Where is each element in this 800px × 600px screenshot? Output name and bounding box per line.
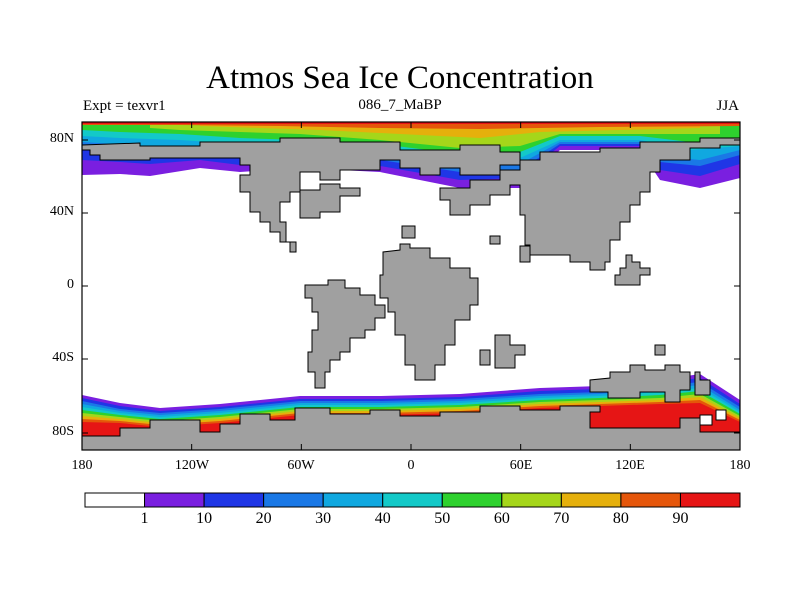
colorbar-label-30: 30 [315, 510, 332, 527]
colorbar-box-10 [679, 492, 741, 508]
colorbar-label-70: 70 [553, 510, 570, 527]
lon-label-180w: 180 [71, 458, 93, 473]
lat-label-40s: 40S [52, 350, 74, 365]
lon-label-60e: 60E [509, 458, 533, 473]
colorbar-label-90: 90 [672, 510, 689, 527]
lat-label-0: 0 [67, 277, 74, 292]
land-masses [82, 137, 740, 450]
colorbar-box-5 [382, 492, 443, 508]
small-island-2 [489, 235, 501, 245]
lon-label-0: 0 [407, 458, 415, 473]
eurasia [439, 137, 740, 271]
madagascar [479, 349, 491, 366]
north-america [82, 137, 521, 253]
small-island-3 [519, 245, 531, 263]
new-zealand [694, 371, 711, 396]
arabia-fragment [494, 334, 526, 369]
colorbar-box-6 [441, 492, 503, 508]
colorbar-box-9 [620, 492, 681, 508]
map-plot-area [82, 122, 740, 450]
lat-label-40n: 40N [49, 204, 74, 219]
colorbar-label-10: 10 [196, 510, 213, 527]
colorbar-box-7 [501, 492, 562, 508]
colorbar-label-20: 20 [255, 510, 272, 527]
colorbar-box-8 [560, 492, 622, 508]
colorbar-box-3 [263, 492, 324, 508]
small-island-4 [654, 344, 666, 356]
lon-label-120e: 120E [615, 458, 645, 473]
open-water-patches [699, 409, 727, 426]
colorbar-box-0 [84, 492, 146, 508]
colorbar-box-1 [144, 492, 205, 508]
lon-label-60w: 60W [287, 458, 315, 473]
antarctica [82, 405, 740, 450]
colorbar-label-80: 80 [612, 510, 629, 527]
lat-label-80s: 80S [52, 424, 74, 439]
colorbar [84, 492, 741, 508]
colorbar-label-1: 1 [140, 510, 149, 527]
lon-label-120w: 120W [174, 458, 210, 473]
greenland-arctic-island [299, 183, 361, 219]
colorbar-label-50: 50 [434, 510, 451, 527]
colorbar-label-60: 60 [493, 510, 510, 527]
experiment-label: Expt = texvr1 [83, 98, 166, 114]
colorbar-box-2 [203, 492, 265, 508]
colorbar-box-4 [322, 492, 384, 508]
season-label: JJA [716, 98, 739, 114]
south-america [304, 279, 386, 389]
africa [379, 243, 479, 381]
map-title: Atmos Sea Ice Concentration [206, 60, 594, 96]
axis-ticks [81, 122, 741, 450]
lat-label-80n: 80N [49, 131, 74, 146]
small-island-1 [401, 225, 416, 239]
time-period-label: 086_7_MaBP [358, 97, 442, 113]
lon-label-180e: 180 [729, 458, 751, 473]
asia-southeast-islands [614, 254, 651, 286]
colorbar-label-40: 40 [374, 510, 391, 527]
australia [589, 364, 691, 403]
